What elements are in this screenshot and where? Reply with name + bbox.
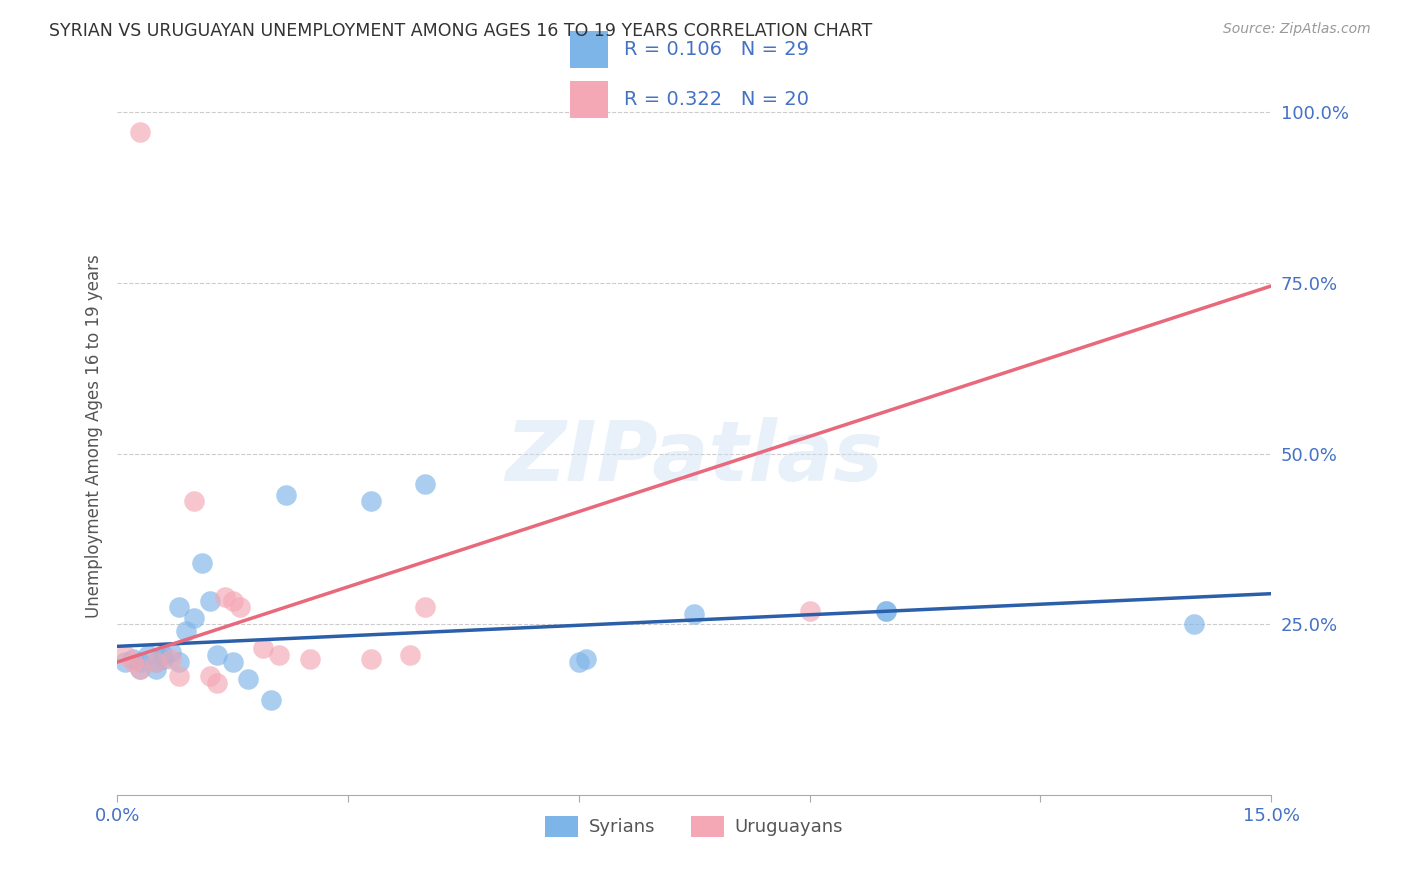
- Point: [276, 487, 298, 501]
- Y-axis label: Unemployment Among Ages 16 to 19 years: Unemployment Among Ages 16 to 19 years: [86, 254, 103, 618]
- Point: [160, 651, 183, 665]
- Point: [136, 648, 159, 663]
- Point: [799, 604, 821, 618]
- Text: Source: ZipAtlas.com: Source: ZipAtlas.com: [1223, 22, 1371, 37]
- Point: [260, 692, 283, 706]
- Point: [152, 648, 174, 663]
- Point: [129, 125, 152, 139]
- Point: [129, 662, 152, 676]
- Point: [129, 662, 152, 676]
- Point: [267, 648, 290, 663]
- Point: [252, 641, 274, 656]
- Point: [229, 600, 252, 615]
- Point: [152, 651, 174, 665]
- Legend: Syrians, Uruguayans: Syrians, Uruguayans: [538, 808, 851, 844]
- Point: [198, 593, 221, 607]
- Point: [875, 604, 897, 618]
- Point: [221, 655, 243, 669]
- Point: [145, 655, 167, 669]
- FancyBboxPatch shape: [571, 31, 607, 68]
- Point: [167, 600, 190, 615]
- Point: [198, 669, 221, 683]
- Point: [413, 600, 436, 615]
- Point: [160, 645, 183, 659]
- Point: [145, 655, 167, 669]
- Point: [236, 672, 259, 686]
- Point: [114, 655, 136, 669]
- Text: ZIPatlas: ZIPatlas: [505, 417, 883, 499]
- Point: [191, 556, 214, 570]
- Point: [1182, 617, 1205, 632]
- Point: [167, 669, 190, 683]
- Point: [205, 648, 228, 663]
- Point: [221, 593, 243, 607]
- FancyBboxPatch shape: [571, 81, 607, 119]
- Point: [683, 607, 706, 622]
- Point: [183, 494, 205, 508]
- Point: [183, 610, 205, 624]
- Point: [413, 477, 436, 491]
- Point: [214, 590, 236, 604]
- Point: [360, 494, 382, 508]
- Point: [167, 655, 190, 669]
- Point: [360, 651, 382, 665]
- Point: [875, 604, 897, 618]
- Point: [205, 675, 228, 690]
- Point: [114, 648, 136, 663]
- Point: [298, 651, 321, 665]
- Point: [121, 655, 143, 669]
- Point: [145, 662, 167, 676]
- Point: [121, 651, 143, 665]
- Point: [568, 655, 591, 669]
- Text: SYRIAN VS URUGUAYAN UNEMPLOYMENT AMONG AGES 16 TO 19 YEARS CORRELATION CHART: SYRIAN VS URUGUAYAN UNEMPLOYMENT AMONG A…: [49, 22, 873, 40]
- Text: R = 0.322   N = 20: R = 0.322 N = 20: [624, 90, 810, 110]
- Text: R = 0.106   N = 29: R = 0.106 N = 29: [624, 40, 810, 59]
- Point: [176, 624, 198, 639]
- Point: [129, 655, 152, 669]
- Point: [398, 648, 420, 663]
- Point: [575, 651, 598, 665]
